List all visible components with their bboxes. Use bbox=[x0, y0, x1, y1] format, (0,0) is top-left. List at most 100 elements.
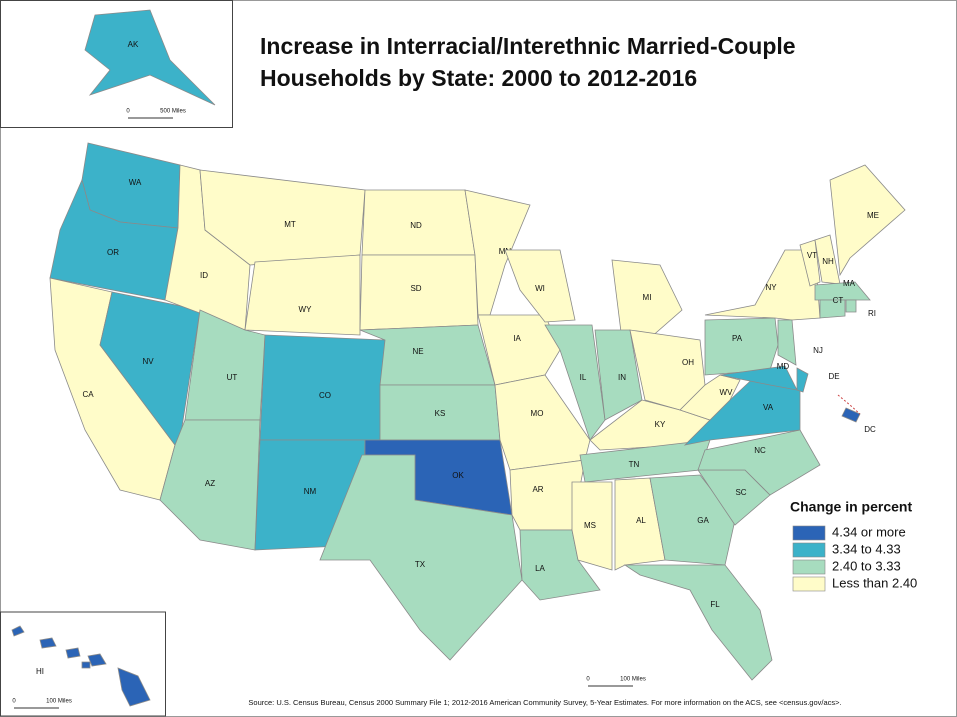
state-label: ND bbox=[410, 221, 422, 230]
source: Source: U.S. Census Bureau, Census 2000 … bbox=[248, 698, 841, 707]
state bbox=[259, 334, 386, 441]
state bbox=[84, 9, 216, 106]
state-label: MD bbox=[777, 362, 790, 371]
state bbox=[829, 164, 906, 277]
state bbox=[841, 407, 861, 423]
state-label: NJ bbox=[813, 346, 823, 355]
state bbox=[477, 314, 561, 386]
state bbox=[819, 299, 846, 319]
legend-swatch bbox=[792, 525, 826, 541]
state-label: IN bbox=[618, 373, 626, 382]
scale-zero: 0 bbox=[12, 699, 16, 705]
state-label: LA bbox=[535, 564, 545, 573]
legend-label: 3.34 to 4.33 bbox=[832, 541, 901, 556]
legend-label: 2.40 to 3.33 bbox=[832, 558, 901, 573]
state bbox=[319, 454, 523, 661]
state-label: HI bbox=[36, 667, 44, 676]
legend-title: Change in percent bbox=[790, 499, 912, 515]
state-label: SC bbox=[735, 488, 746, 497]
state bbox=[504, 249, 576, 323]
scale-zero: 0 bbox=[126, 109, 130, 115]
state-label: TN bbox=[629, 460, 640, 469]
state-label: CA bbox=[82, 390, 94, 399]
state bbox=[845, 299, 857, 313]
state-label: CO bbox=[319, 391, 331, 400]
state-label: NH bbox=[822, 257, 834, 266]
state-label: MT bbox=[284, 220, 296, 229]
state-label: ID bbox=[200, 271, 208, 280]
state-label: DC bbox=[864, 425, 876, 434]
state-label: NE bbox=[412, 347, 423, 356]
state-label: DE bbox=[828, 372, 839, 381]
state-label: MO bbox=[531, 409, 544, 418]
legend-label: 4.34 or more bbox=[832, 524, 906, 539]
state bbox=[159, 419, 261, 551]
state-label: NM bbox=[304, 487, 317, 496]
state-label: MS bbox=[584, 521, 596, 530]
legend: 4.34 or more 3.34 to 4.33 2.40 to 3.33 Less… bbox=[792, 524, 917, 592]
state bbox=[799, 239, 821, 287]
state-label: WV bbox=[720, 388, 734, 397]
state bbox=[184, 309, 266, 421]
state bbox=[614, 477, 666, 571]
state-label: MN bbox=[499, 247, 512, 256]
state bbox=[244, 254, 361, 336]
legend-swatch bbox=[792, 542, 826, 558]
legend-swatch bbox=[792, 559, 826, 575]
state-label: VA bbox=[763, 403, 774, 412]
state bbox=[777, 319, 797, 366]
legend-label: Less than 2.40 bbox=[832, 575, 917, 590]
dc-leader bbox=[837, 394, 861, 415]
title: Households by State: 2000 to 2012-2016 bbox=[260, 65, 697, 91]
state-label: GA bbox=[697, 516, 709, 525]
state bbox=[11, 625, 151, 707]
state bbox=[796, 367, 809, 393]
state-label: NC bbox=[754, 446, 766, 455]
state-label: AZ bbox=[205, 479, 215, 488]
state bbox=[571, 481, 613, 571]
state-label: IA bbox=[513, 334, 521, 343]
title: Increase in Interracial/Interethnic Marr… bbox=[260, 33, 796, 59]
legend-swatch bbox=[792, 576, 826, 592]
state-label: SD bbox=[410, 284, 421, 293]
state bbox=[649, 474, 736, 566]
state-label: RI bbox=[868, 309, 876, 318]
state-label: OH bbox=[682, 358, 694, 367]
state bbox=[544, 324, 606, 441]
state-label: NY bbox=[765, 283, 777, 292]
state-label: TX bbox=[415, 560, 426, 569]
state-label: MA bbox=[843, 279, 856, 288]
state-label: AK bbox=[128, 40, 139, 49]
state-label: UT bbox=[227, 373, 238, 382]
state-label: VT bbox=[807, 251, 817, 260]
state bbox=[623, 564, 773, 681]
state bbox=[704, 249, 821, 321]
state-label: OK bbox=[452, 471, 464, 480]
state bbox=[679, 374, 741, 421]
state-label: MI bbox=[643, 293, 652, 302]
state bbox=[704, 317, 779, 376]
state-label: OR bbox=[107, 248, 119, 257]
state-label: IL bbox=[580, 373, 587, 382]
state-label: WY bbox=[299, 305, 313, 314]
scale-label: 500 Miles bbox=[160, 109, 186, 115]
state-label: PA bbox=[732, 334, 743, 343]
state-label: WA bbox=[129, 178, 142, 187]
state-label: AL bbox=[636, 516, 646, 525]
state-label: NV bbox=[142, 357, 154, 366]
state-label: KY bbox=[655, 420, 666, 429]
state bbox=[814, 281, 871, 301]
state-label: FL bbox=[710, 600, 720, 609]
state-label: KS bbox=[435, 409, 446, 418]
scale-bars: 0 500 Miles 0 100 Miles 0 100 Miles bbox=[12, 109, 646, 709]
scale-label: 100 Miles bbox=[46, 699, 72, 705]
scale-label: 100 Miles bbox=[620, 677, 646, 683]
scale-zero: 0 bbox=[586, 677, 590, 683]
state-label: AR bbox=[532, 485, 543, 494]
state bbox=[611, 259, 683, 346]
state-label: CT bbox=[833, 296, 844, 305]
state-label: WI bbox=[535, 284, 545, 293]
states: WA OR CA NV ID MT WY UT AZ CO NM ND SD NE KS OK TX MN IA MO… bbox=[11, 9, 906, 707]
state-label: ME bbox=[867, 211, 879, 220]
